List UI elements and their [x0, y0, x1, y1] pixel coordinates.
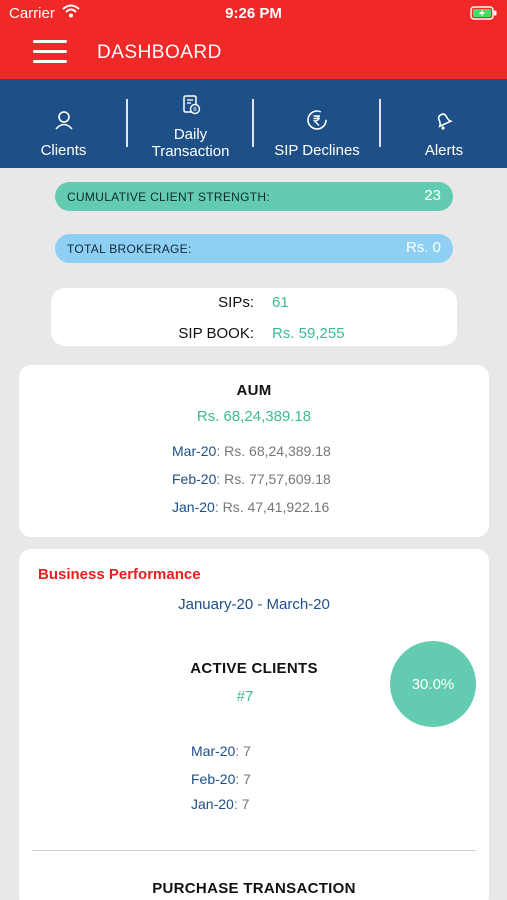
rupee-refresh-icon	[254, 108, 380, 132]
tab-clients[interactable]: Clients	[0, 79, 127, 168]
active-clients-count: #7	[236, 688, 254, 705]
aum-month-label: Mar-20	[172, 443, 217, 459]
sips-label: SIPs:	[218, 294, 254, 311]
tab-sip-declines[interactable]: SIP Declines	[254, 79, 380, 168]
bell-icon	[381, 111, 507, 131]
status-time: 9:26 PM	[225, 5, 282, 22]
aum-month-row: Mar-20: Rs. 68,24,389.18	[172, 443, 331, 459]
tab-daily-transaction[interactable]: Daily Transaction	[127, 79, 254, 168]
client-strength-label: CUMULATIVE CLIENT STRENGTH:	[67, 190, 271, 204]
client-strength-bar: CUMULATIVE CLIENT STRENGTH: 23	[55, 182, 453, 211]
tab-divider	[379, 99, 381, 147]
aum-month-label: Jan-20	[172, 499, 215, 515]
tab-sip-declines-label: SIP Declines	[274, 142, 360, 159]
business-performance-title: Business Performance	[38, 566, 201, 583]
page-title: DASHBOARD	[97, 42, 222, 63]
tab-alerts-label: Alerts	[424, 142, 464, 159]
sip-summary-card: SIPs: 61 SIP BOOK: Rs. 59,255	[51, 288, 457, 346]
hamburger-menu-icon[interactable]	[33, 40, 67, 64]
total-brokerage-value: Rs. 0	[405, 239, 441, 256]
purchase-transaction-title: PURCHASE TRANSACTION	[152, 880, 356, 897]
aum-total: Rs. 68,24,389.18	[196, 408, 312, 425]
app-header: Carrier 9:26 PM DASHBOARD	[0, 0, 507, 79]
active-month-label: Mar-20	[191, 743, 236, 759]
tab-alerts[interactable]: Alerts	[381, 79, 507, 168]
total-brokerage-bar: TOTAL BROKERAGE: Rs. 0	[55, 234, 453, 263]
aum-month-label: Feb-20	[172, 471, 217, 487]
active-month-row: Jan-20: 7	[191, 796, 249, 812]
tab-divider	[126, 99, 128, 147]
sip-book-value: Rs. 59,255	[272, 325, 345, 342]
aum-month-row: Jan-20: Rs. 47,41,922.16	[172, 499, 329, 515]
performance-date-range: January-20 - March-20	[178, 596, 330, 613]
sip-book-label: SIP BOOK:	[178, 325, 254, 342]
aum-month-value: : Rs. 68,24,389.18	[216, 443, 331, 459]
aum-month-value: : Rs. 77,57,609.18	[216, 471, 331, 487]
status-bar: Carrier 9:26 PM	[0, 0, 507, 28]
active-clients-title: ACTIVE CLIENTS	[190, 660, 318, 677]
tab-daily-label-line1: Daily	[173, 126, 208, 143]
client-strength-value: 23	[424, 187, 441, 204]
active-month-row: Feb-20: 7	[191, 771, 251, 787]
section-divider	[32, 850, 476, 851]
carrier-label: Carrier	[9, 5, 55, 22]
tab-daily-label-line2: Transaction	[151, 143, 230, 160]
active-clients-percent-badge: 30.0%	[390, 641, 476, 727]
active-month-label: Jan-20	[191, 796, 234, 812]
battery-charging-icon	[470, 6, 498, 24]
aum-month-row: Feb-20: Rs. 77,57,609.18	[172, 471, 331, 487]
aum-card: AUM Rs. 68,24,389.18 Mar-20: Rs. 68,24,3…	[19, 365, 489, 537]
document-icon	[127, 95, 254, 115]
tab-bar: Clients Daily Transaction SIP Declines A…	[0, 79, 507, 168]
active-month-row: Mar-20: 7	[191, 743, 251, 759]
active-month-label: Feb-20	[191, 771, 236, 787]
active-month-value: : 7	[233, 796, 250, 812]
tab-clients-label: Clients	[40, 142, 87, 159]
wifi-icon	[62, 4, 80, 22]
sips-value: 61	[272, 294, 289, 311]
aum-title: AUM	[236, 382, 272, 399]
user-icon	[0, 110, 127, 130]
active-month-value: : 7	[235, 771, 251, 787]
total-brokerage-label: TOTAL BROKERAGE:	[67, 242, 192, 256]
business-performance-card: Business Performance January-20 - March-…	[19, 549, 489, 900]
tab-divider	[252, 99, 254, 147]
aum-month-value: : Rs. 47,41,922.16	[214, 499, 330, 515]
active-month-value: : 7	[235, 743, 251, 759]
